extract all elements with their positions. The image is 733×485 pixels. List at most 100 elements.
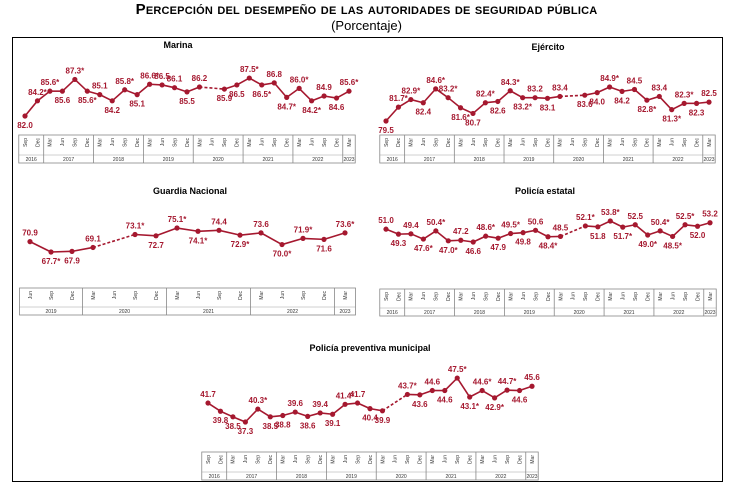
x-tick-label: Dec	[334, 138, 340, 147]
x-tick-label: Mar	[658, 292, 664, 301]
data-point	[84, 88, 90, 94]
series-segment	[658, 95, 673, 111]
data-point	[280, 412, 286, 419]
series-segment	[111, 89, 126, 102]
data-point	[657, 228, 663, 234]
data-label: 41.7	[200, 390, 216, 399]
series-segment	[323, 232, 346, 241]
data-label: 82.6	[490, 106, 506, 115]
data-point	[707, 220, 713, 226]
x-tick-label: Jun	[670, 138, 676, 146]
data-label: 82.3	[689, 108, 705, 117]
series-segment	[332, 403, 346, 415]
x-tick-label: Sep	[405, 455, 411, 464]
data-point	[221, 86, 227, 92]
x-tick-label: Dec	[318, 455, 324, 464]
x-tick-label: Sep	[272, 138, 278, 147]
data-point	[544, 95, 551, 101]
year-label: 2020	[574, 310, 585, 316]
data-label: 72.9*	[231, 240, 251, 249]
data-label: 39.4	[312, 400, 328, 409]
year-label: 2017	[246, 474, 257, 480]
data-point	[333, 95, 340, 101]
series-segment	[218, 229, 241, 236]
x-tick-label: Mar	[147, 138, 153, 147]
x-tick-label: Dec	[645, 292, 651, 301]
series-segment	[71, 246, 94, 253]
data-label: 67.7*	[42, 257, 62, 266]
x-tick-label: Dec	[268, 455, 274, 464]
data-point	[420, 236, 426, 242]
year-label: 2022	[312, 157, 323, 163]
x-axis-box	[379, 134, 716, 164]
data-point	[147, 81, 153, 87]
data-label: 43.1*	[460, 402, 480, 411]
data-label: 82.0	[17, 121, 33, 130]
data-point	[242, 419, 248, 425]
data-point	[694, 223, 701, 229]
year-label: 2017	[424, 310, 435, 316]
chart-title: Policía estatal	[515, 186, 575, 196]
series-segment	[633, 88, 648, 101]
series-gap-segment	[559, 94, 585, 98]
data-label: 47.2	[453, 227, 469, 236]
x-tick-label: Jun	[110, 138, 116, 146]
data-label: 86.8	[266, 70, 282, 79]
x-tick-label: Jun	[421, 138, 427, 146]
data-point	[632, 222, 638, 228]
data-point	[595, 224, 601, 230]
x-tick-label: Sep	[49, 291, 55, 300]
data-point	[234, 82, 240, 88]
data-point	[216, 227, 222, 233]
data-label: 42.9*	[485, 403, 505, 412]
data-label: 39.8	[213, 416, 229, 425]
data-label: 84.9*	[600, 74, 620, 83]
x-tick-label: Dec	[368, 455, 374, 464]
data-label: 80.7	[465, 118, 481, 127]
data-label: 73.6	[253, 220, 269, 229]
data-label: 70.0*	[273, 250, 293, 259]
data-point	[529, 383, 535, 389]
data-label: 44.6	[512, 396, 528, 405]
data-point	[196, 84, 203, 90]
x-tick-label: Dec	[396, 292, 402, 301]
data-point	[59, 88, 65, 94]
data-point	[670, 233, 676, 240]
data-label: 71.6	[316, 244, 332, 253]
series-segment	[298, 87, 313, 102]
data-point	[429, 387, 435, 394]
x-tick-label: Mar	[409, 292, 415, 301]
data-label: 52.1*	[576, 213, 596, 222]
data-point	[48, 249, 54, 255]
data-point	[230, 414, 236, 420]
year-label: 2016	[387, 310, 398, 316]
year-label: 2020	[573, 157, 584, 163]
data-point	[457, 105, 464, 111]
data-label: 85.6	[55, 96, 71, 105]
x-tick-label: Mar	[247, 138, 253, 147]
data-label: 39.9	[375, 416, 391, 425]
data-point	[22, 113, 28, 119]
year-label: 2022	[672, 157, 683, 163]
data-point	[47, 88, 53, 94]
data-point	[259, 82, 265, 88]
data-point	[669, 107, 675, 113]
series-segment	[136, 83, 151, 96]
data-label: 52.5*	[676, 212, 696, 221]
data-point	[594, 90, 600, 96]
x-tick-label: Mar	[530, 455, 536, 464]
data-point	[582, 92, 588, 98]
data-label: 48.5	[553, 223, 569, 232]
data-label: 49.0*	[638, 240, 658, 249]
x-tick-label: Jun	[160, 138, 166, 146]
data-point	[69, 248, 75, 254]
data-label: 48.5*	[663, 241, 683, 250]
data-label: 84.7*	[277, 102, 297, 111]
x-tick-label: Jun	[60, 138, 66, 146]
x-axis-box	[201, 451, 539, 481]
x-tick-label: Dec	[154, 291, 160, 300]
data-point	[354, 400, 361, 406]
x-tick-label: Sep	[23, 138, 29, 147]
year-label: 2018	[113, 157, 124, 163]
x-tick-label: Jun	[670, 292, 676, 300]
